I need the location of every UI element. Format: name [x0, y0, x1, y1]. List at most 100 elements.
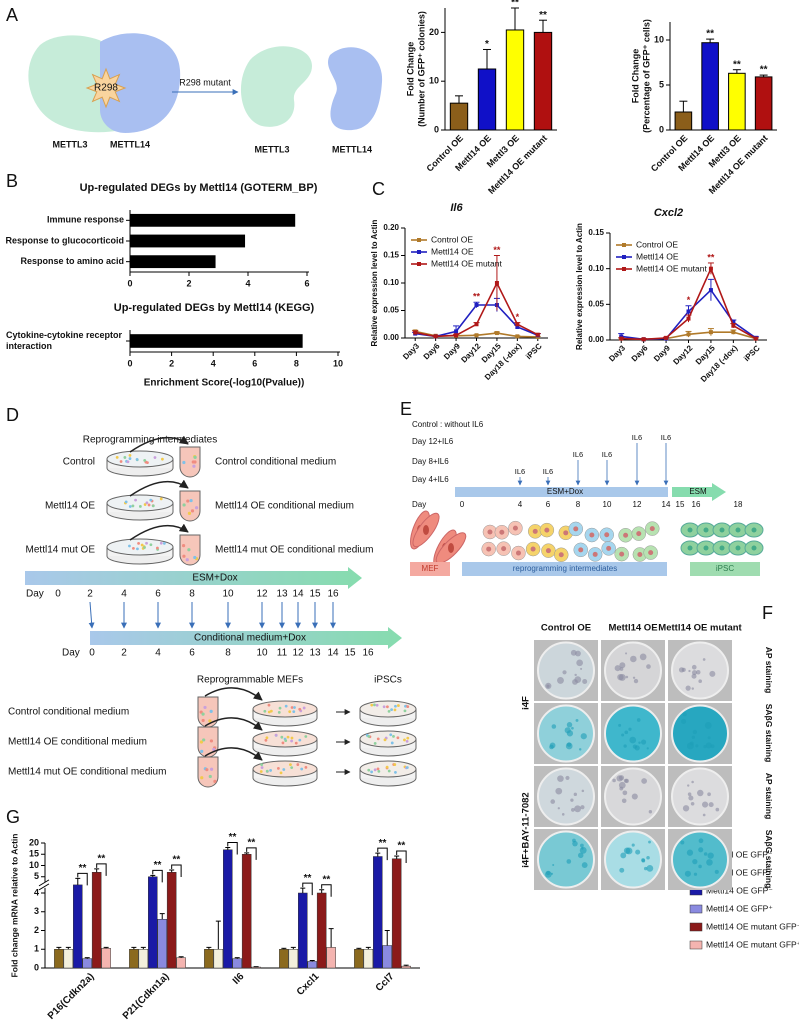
cell — [128, 454, 132, 457]
chart-title: Cxcl2 — [654, 207, 683, 219]
stain-spot — [632, 744, 637, 749]
stage-box — [410, 562, 450, 576]
cell — [132, 546, 135, 550]
cell — [199, 710, 203, 714]
il6-label: IL6 — [602, 450, 612, 459]
y-tick-label: 4 — [34, 887, 39, 897]
cell — [193, 555, 197, 560]
stain-spot — [691, 670, 697, 676]
curved-arrow — [129, 479, 189, 497]
day-number: 10 — [603, 500, 612, 509]
x-tick-label: iPSC — [524, 341, 544, 361]
cell — [208, 774, 212, 779]
nucleus — [636, 531, 642, 537]
cell — [182, 503, 186, 507]
group-label: i4F — [521, 696, 532, 710]
section-title: Reprogrammable MEFs — [197, 675, 303, 686]
stain-spot — [690, 802, 695, 806]
x-tick-label: Il6 — [231, 971, 247, 987]
stain-spot — [682, 805, 690, 812]
stain-spot — [618, 723, 622, 727]
stage-box — [462, 562, 667, 576]
cell — [126, 460, 130, 464]
y-axis-label: Relative expression level to Actin — [575, 223, 584, 350]
dish-top — [106, 494, 174, 512]
stain-spot — [612, 778, 616, 783]
cell — [124, 500, 128, 504]
x-tick-label: 8 — [294, 358, 299, 368]
bar — [130, 334, 303, 348]
row-label: SAβG staining — [764, 830, 774, 889]
bar — [449, 102, 469, 131]
y-tick-label: 10 — [429, 76, 439, 86]
legend-label: Control OE GFP⁺ — [706, 867, 773, 877]
well — [671, 767, 729, 826]
cell — [193, 455, 197, 459]
site-star — [85, 67, 127, 109]
stain-spot — [707, 736, 711, 740]
day-number: 0 — [89, 648, 95, 659]
marker — [664, 335, 669, 340]
day-number: 6 — [155, 589, 161, 600]
nucleus — [719, 545, 725, 551]
nucleus — [592, 551, 598, 557]
bar — [382, 945, 392, 969]
legend-label: Mettl14 OE GFP⁻ — [706, 885, 773, 895]
bar — [148, 876, 158, 969]
cell — [396, 704, 400, 707]
cell — [187, 511, 192, 515]
x-tick-label: Day3 — [401, 341, 421, 361]
stain-spot — [572, 679, 578, 685]
y-tick-label: 0 — [434, 124, 439, 134]
day-number: 14 — [327, 648, 339, 659]
nucleus — [499, 529, 505, 535]
cell — [128, 505, 132, 508]
bar — [204, 949, 214, 969]
stain-spot — [691, 735, 695, 739]
timeline-bar — [455, 487, 668, 497]
legend-label: Mettl14 OE — [636, 251, 679, 261]
cell — [202, 738, 206, 742]
nucleus — [448, 543, 454, 553]
stain-spot — [629, 736, 637, 744]
cell — [280, 735, 284, 739]
nucleus — [637, 552, 643, 558]
cell — [182, 460, 186, 465]
bar — [101, 948, 111, 969]
stain-spot — [580, 843, 584, 848]
stain-spot — [641, 739, 647, 745]
y-tick-label: Immune response — [47, 215, 124, 225]
stain-spot — [696, 669, 701, 675]
bracket — [321, 884, 332, 897]
il6-label: IL6 — [661, 433, 671, 442]
legend-label: Control OE — [431, 234, 473, 244]
panel-label: B — [6, 171, 18, 191]
marker — [474, 322, 479, 327]
panel-label: F — [762, 603, 773, 623]
stain-spot — [702, 813, 706, 817]
marker — [515, 322, 520, 327]
protein-shape — [28, 35, 122, 133]
stain-spot — [646, 865, 654, 872]
bar — [363, 949, 374, 969]
day-number: 0 — [55, 589, 61, 600]
significance: ** — [248, 838, 256, 849]
significance: ** — [79, 863, 87, 874]
significance: ** — [733, 59, 741, 70]
x-tick-label: P16(Cdkn2a) — [46, 971, 97, 1022]
stain-spot — [618, 673, 626, 681]
cell — [200, 776, 204, 780]
stain-spot — [571, 726, 574, 730]
cell — [375, 703, 379, 707]
cell — [159, 497, 163, 501]
stain-spot — [557, 676, 564, 684]
stain-spot — [684, 870, 691, 877]
bar — [213, 949, 224, 969]
marker — [753, 336, 758, 341]
tube — [179, 490, 201, 522]
y-axis-label: Relative expression level to Actin — [370, 219, 379, 346]
y-tick-label: 2 — [34, 925, 39, 935]
y-tick-label: 0.10 — [588, 264, 604, 273]
curved-arrow — [204, 717, 263, 731]
legend-swatch — [689, 904, 703, 914]
